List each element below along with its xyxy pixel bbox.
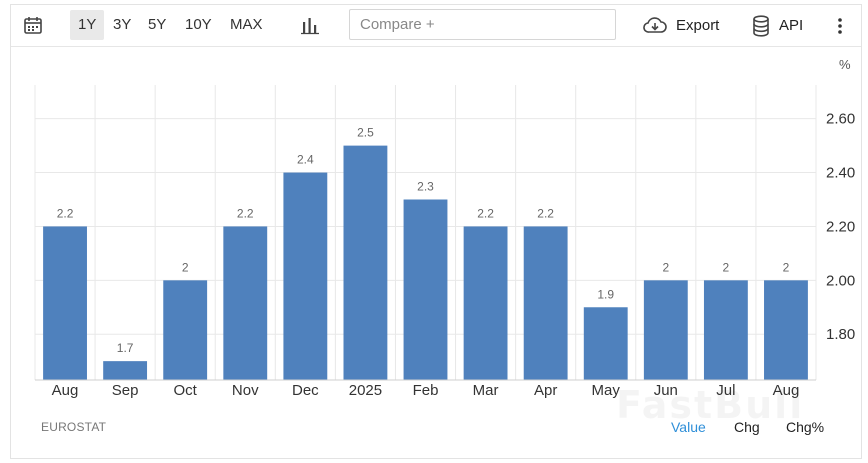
y-tick-label: 2.00 <box>826 272 855 289</box>
y-tick-label: 2.60 <box>826 111 855 128</box>
bar <box>43 226 87 380</box>
api-button[interactable]: API <box>779 17 804 34</box>
compare-input[interactable]: Compare + <box>349 9 616 40</box>
bar-chart: 2.60 2.40 2.20 2.00 1.80 2.2 Aug 1.7 Sep 2 Oct 2.2 N… <box>34 85 855 399</box>
x-tick-label: Feb <box>413 382 439 399</box>
bar-value-label: 2.2 <box>57 206 74 220</box>
bar <box>764 280 808 380</box>
data-source: EUROSTAT <box>41 420 107 434</box>
x-tick-label: Nov <box>232 382 259 399</box>
y-tick-label: 2.40 <box>826 165 855 182</box>
x-tick-label: Jun <box>654 382 678 399</box>
range-max-button[interactable]: MAX <box>230 16 263 33</box>
bar-value-label: 1.7 <box>117 341 134 355</box>
x-tick-label: Oct <box>174 382 198 399</box>
bar-value-label: 2 <box>783 260 790 274</box>
bar-value-label: 1.9 <box>597 287 614 301</box>
watermark-logo: FastBull <box>616 383 804 427</box>
y-axis-unit: % <box>839 57 851 72</box>
range-1y-button[interactable]: 1Y <box>70 10 105 40</box>
calendar-icon[interactable] <box>23 15 43 40</box>
bar <box>283 172 328 380</box>
database-icon[interactable] <box>752 15 770 42</box>
chart-panel: 1Y 3Y 5Y 10Y MAX Compare + Export <box>10 4 862 459</box>
bar <box>103 361 148 380</box>
mode-chg-button[interactable]: Chg <box>734 419 760 435</box>
more-options-icon[interactable] <box>837 17 843 40</box>
bar <box>583 307 628 380</box>
range-5y-button[interactable]: 5Y <box>148 16 167 33</box>
x-tick-label: Sep <box>112 382 139 399</box>
bar-value-label: 2.2 <box>537 206 554 220</box>
bar <box>163 280 208 380</box>
bar <box>223 226 268 380</box>
x-tick-label: Dec <box>292 382 319 399</box>
x-tick-label: Mar <box>473 382 499 399</box>
x-tick-label: May <box>592 382 621 399</box>
y-tick-label: 2.20 <box>826 218 855 235</box>
range-10y-button[interactable]: 10Y <box>185 16 212 33</box>
bar <box>403 199 448 380</box>
bar <box>523 226 568 380</box>
bar <box>463 226 508 380</box>
mode-value-button[interactable]: Value <box>671 419 706 435</box>
x-tick-label: Jul <box>716 382 735 399</box>
bar-value-label: 2.5 <box>357 126 374 140</box>
bar-value-label: 2 <box>182 260 189 274</box>
x-tick-label: Aug <box>52 382 79 399</box>
y-tick-label: 1.80 <box>826 326 855 343</box>
bar-value-label: 2 <box>723 260 730 274</box>
bar <box>703 280 748 380</box>
download-cloud-icon[interactable] <box>643 15 667 40</box>
bar-value-label: 2.3 <box>417 179 434 193</box>
bar <box>343 145 388 380</box>
bar-value-label: 2.2 <box>477 206 494 220</box>
x-tick-label: 2025 <box>349 382 382 399</box>
bar-value-label: 2.2 <box>237 206 254 220</box>
chart-toolbar: 1Y 3Y 5Y 10Y MAX Compare + Export <box>11 5 861 47</box>
bar-value-label: 2.4 <box>297 153 314 167</box>
export-button[interactable]: Export <box>676 17 720 34</box>
x-tick-label: Aug <box>773 382 800 399</box>
x-tick-label: Apr <box>534 382 557 399</box>
range-3y-button[interactable]: 3Y <box>113 16 132 33</box>
mode-chg-pct-button[interactable]: Chg% <box>786 419 825 435</box>
bar-value-label: 2 <box>662 260 669 274</box>
chart-type-icon[interactable] <box>301 17 319 40</box>
bar <box>643 280 688 380</box>
